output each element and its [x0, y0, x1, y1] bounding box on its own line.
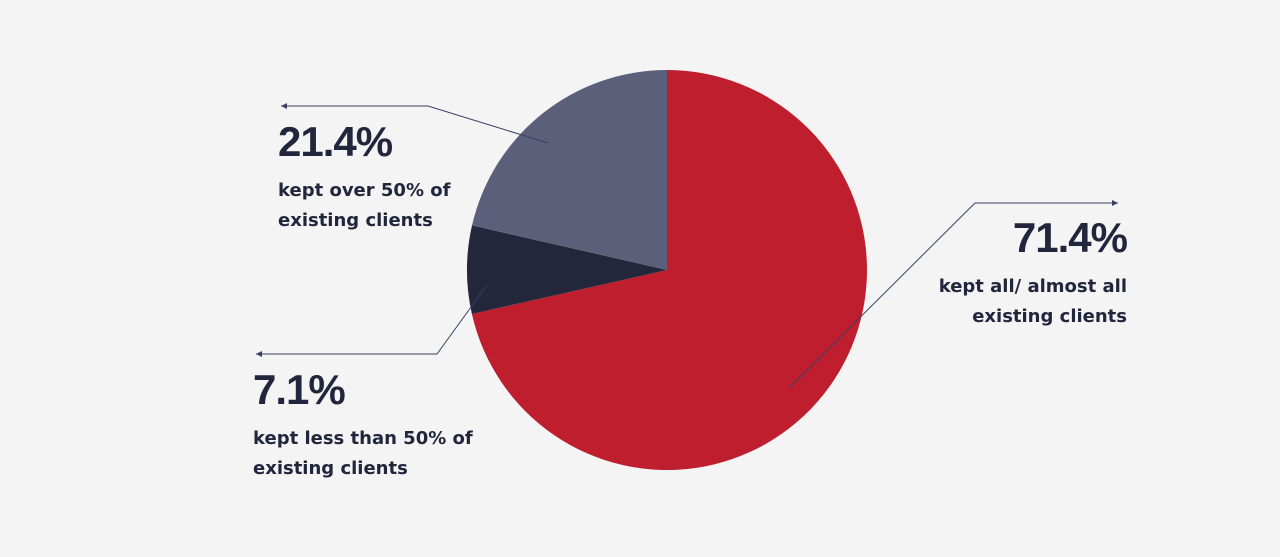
- pie-slice: [467, 225, 667, 314]
- leader-line: [281, 105, 549, 144]
- value-label: 21.4%: [278, 118, 393, 165]
- leader-line: [789, 202, 1118, 388]
- value-label: 71.4%: [1012, 214, 1128, 261]
- leader-arrow: [256, 351, 262, 357]
- slice-label: 21.4% kept over 50% of existing clients: [278, 118, 458, 236]
- category-label: kept over 50% of existing clients: [278, 180, 451, 231]
- pie-slice: [471, 70, 867, 470]
- leader-arrow: [281, 103, 287, 109]
- leader-arrow: [1112, 200, 1118, 206]
- category-label: kept all/ almost all existing clients: [938, 276, 1127, 327]
- slice-label: 71.4% kept all/ almost all existing clien…: [907, 214, 1128, 332]
- leader-line: [256, 284, 488, 355]
- pie-slice: [472, 69, 667, 270]
- category-label: kept less than 50% of existing clients: [253, 428, 473, 479]
- slice-label: 7.1% kept less than 50% of existing clien…: [253, 366, 483, 484]
- value-label: 7.1%: [253, 366, 346, 413]
